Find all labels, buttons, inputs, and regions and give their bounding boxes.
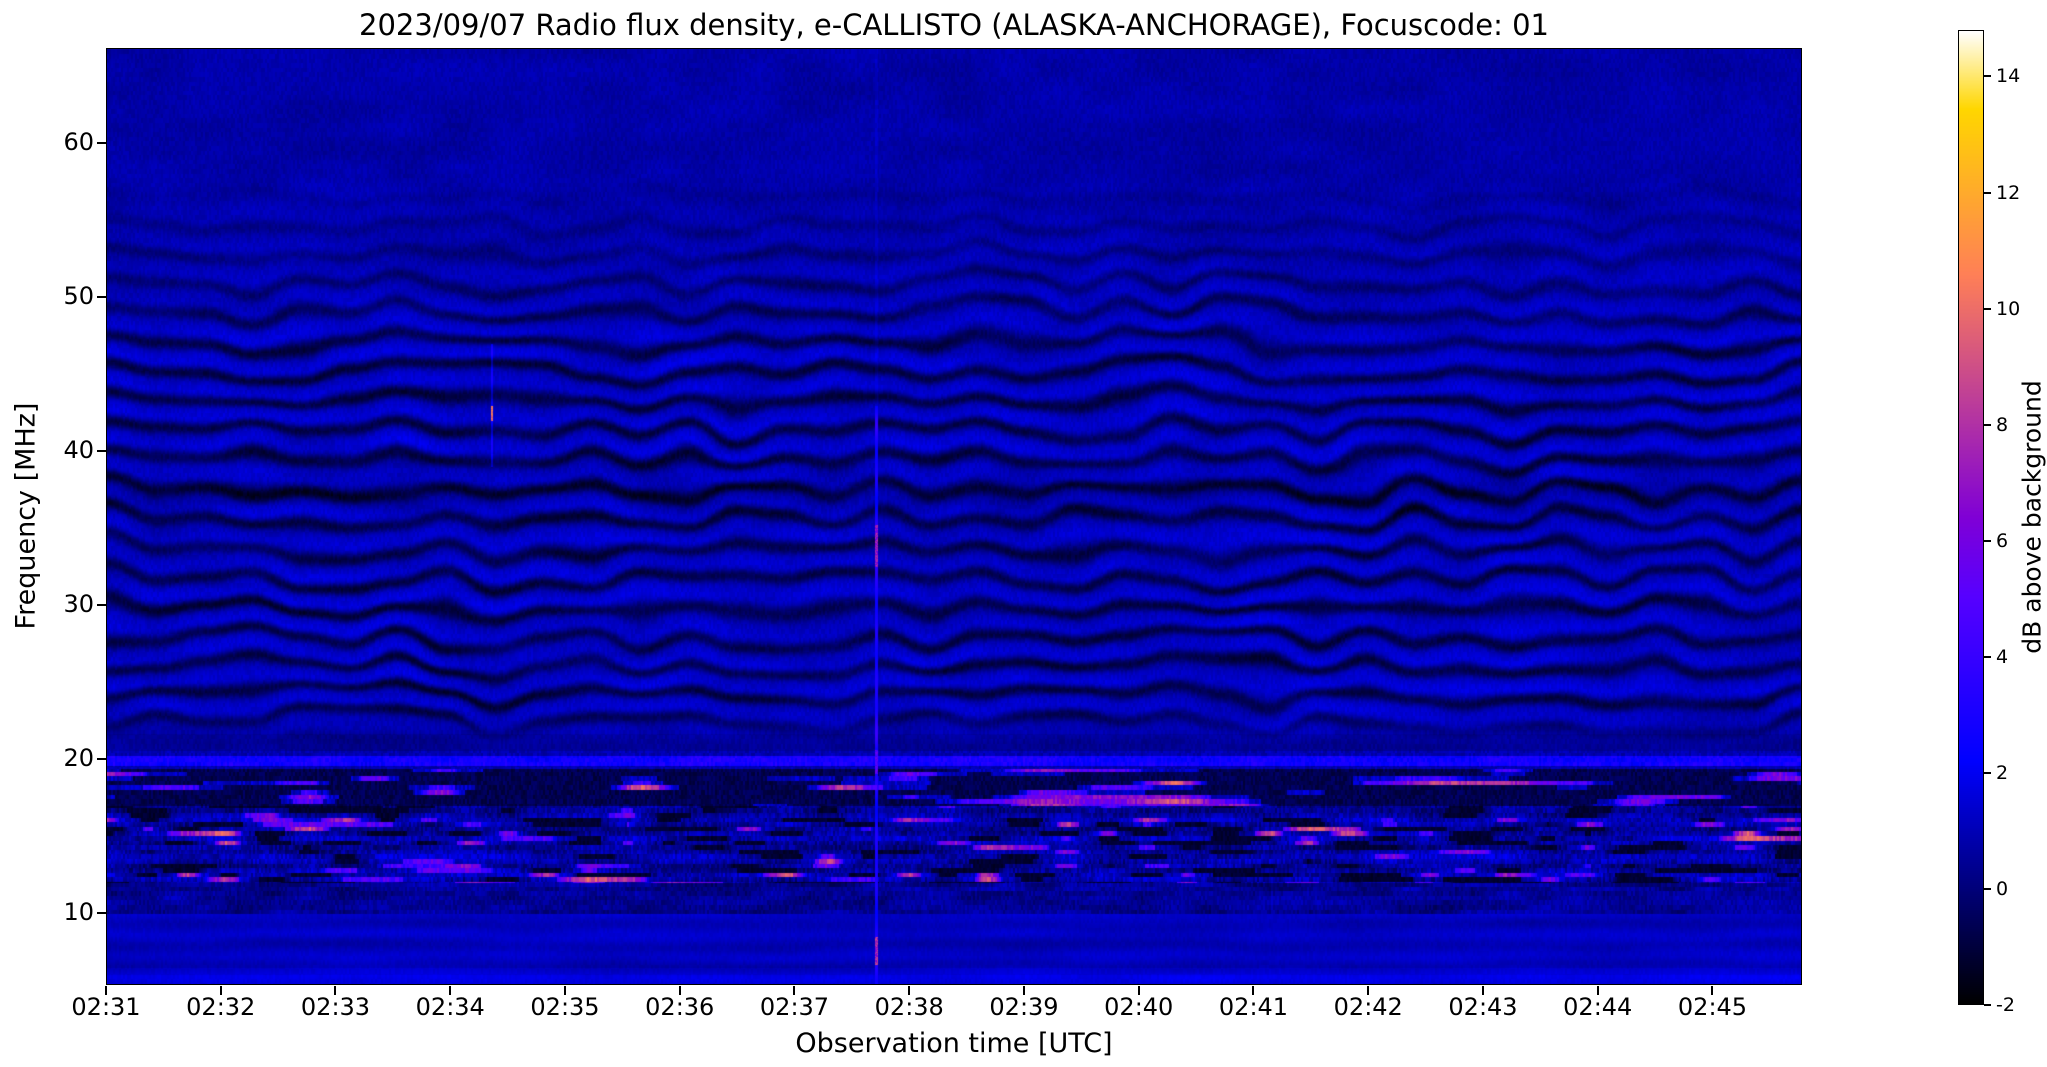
x-tick-label: 02:36	[645, 993, 715, 1021]
y-tick-label: 20	[63, 743, 94, 772]
x-tick-mark	[449, 986, 452, 995]
x-tick-label: 02:38	[874, 993, 944, 1021]
colorbar-tick-label: 14	[1996, 65, 2021, 88]
y-tick-label: 40	[63, 435, 94, 464]
colorbar-tick-label: 2	[1996, 761, 2009, 784]
colorbar-tick-mark	[1984, 655, 1991, 658]
y-tick-mark	[97, 603, 106, 606]
x-tick-label: 02:42	[1333, 993, 1403, 1021]
colorbar-tick-mark	[1984, 539, 1991, 542]
x-tick-mark	[1252, 986, 1255, 995]
x-tick-mark	[1596, 986, 1599, 995]
colorbar-canvas	[1959, 31, 1983, 1004]
x-tick-label: 02:43	[1448, 993, 1518, 1021]
x-axis-label: Observation time [UTC]	[795, 1028, 1113, 1059]
colorbar-tick-mark	[1984, 423, 1991, 426]
x-tick-label: 02:41	[1218, 993, 1289, 1021]
x-tick-mark	[219, 986, 222, 995]
x-tick-label: 02:31	[71, 993, 141, 1021]
x-tick-label: 02:37	[759, 993, 830, 1021]
x-tick-label: 02:44	[1563, 993, 1633, 1021]
colorbar-tick-label: -2	[1996, 994, 2015, 1016]
colorbar	[1958, 30, 1984, 1005]
colorbar-tick-mark	[1984, 75, 1991, 78]
colorbar-tick-mark	[1984, 887, 1991, 890]
y-tick-mark	[97, 296, 106, 299]
colorbar-tick-label: 8	[1996, 413, 2009, 436]
x-tick-mark	[793, 986, 796, 995]
x-tick-mark	[1137, 986, 1140, 995]
x-tick-mark	[1022, 986, 1025, 995]
colorbar-tick-mark	[1984, 307, 1991, 310]
plot-area	[106, 48, 1802, 985]
x-tick-mark	[908, 986, 911, 995]
y-tick-mark	[97, 757, 106, 760]
x-tick-mark	[334, 986, 337, 995]
x-tick-mark	[1481, 986, 1484, 995]
x-tick-mark	[105, 986, 107, 995]
x-tick-mark	[1711, 986, 1714, 995]
colorbar-tick-label: 4	[1996, 645, 2009, 668]
x-tick-mark	[678, 986, 681, 995]
y-tick-label: 50	[63, 282, 94, 311]
y-tick-label: 30	[63, 589, 94, 618]
y-tick-mark	[97, 911, 106, 914]
x-tick-mark	[563, 986, 566, 995]
colorbar-label: dB above background	[2017, 380, 2047, 654]
x-tick-mark	[1367, 986, 1370, 995]
x-tick-label: 02:39	[989, 993, 1059, 1021]
x-tick-label: 02:32	[186, 993, 256, 1021]
spectrogram-canvas	[107, 49, 1801, 984]
x-tick-label: 02:45	[1677, 993, 1748, 1021]
colorbar-tick-mark	[1984, 191, 1991, 194]
y-tick-mark	[97, 450, 106, 453]
y-tick-mark	[97, 142, 106, 145]
x-tick-label: 02:34	[415, 993, 485, 1021]
colorbar-tick-label: 10	[1996, 297, 2021, 320]
x-tick-label: 02:35	[530, 993, 600, 1021]
colorbar-tick-label: 0	[1996, 877, 2009, 900]
colorbar-tick-label: 6	[1996, 529, 2009, 552]
colorbar-tick-label: 12	[1996, 181, 2021, 204]
y-tick-label: 60	[63, 128, 94, 157]
chart-title: 2023/09/07 Radio flux density, e-CALLIST…	[359, 8, 1549, 42]
colorbar-tick-mark	[1984, 771, 1991, 774]
colorbar-tick-mark	[1984, 1004, 1991, 1006]
x-tick-label: 02:40	[1104, 993, 1174, 1021]
x-tick-label: 02:33	[300, 993, 371, 1021]
y-tick-label: 10	[63, 897, 94, 926]
